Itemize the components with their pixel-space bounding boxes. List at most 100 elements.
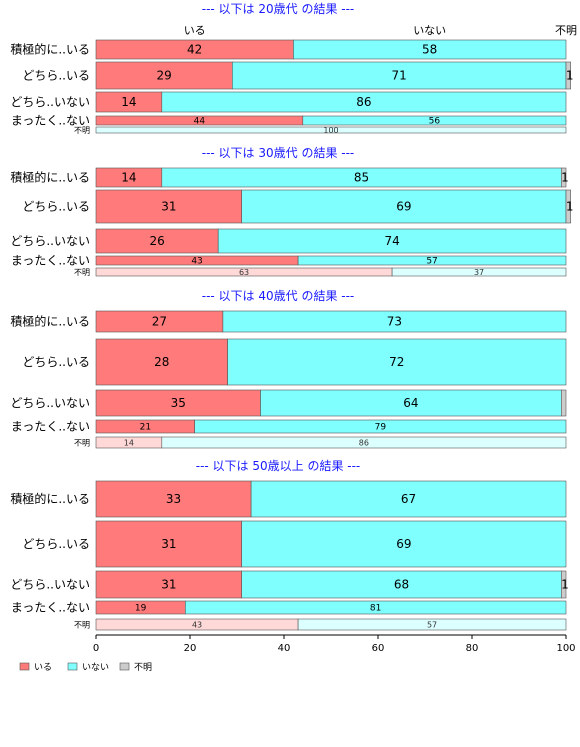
bar-segment — [95, 480, 252, 518]
bar-segment — [241, 570, 562, 599]
row-label: 積極的に..いる — [10, 170, 90, 185]
legend-label: いない — [82, 662, 109, 673]
row-label: 積極的に..いる — [10, 314, 90, 329]
bar-segment — [293, 39, 567, 60]
bar-segment — [222, 310, 567, 333]
data-label: 33 — [166, 492, 181, 506]
data-label: 19 — [135, 604, 147, 614]
data-label: 100 — [323, 126, 338, 135]
bar-segment — [560, 570, 567, 599]
panel-title: --- 以下は 20歳代 の結果 --- — [202, 2, 355, 16]
row-label: 不明 — [74, 621, 90, 630]
row-label: どちら..いる — [22, 355, 90, 369]
bar-segment — [297, 255, 567, 266]
data-label: 1 — [566, 200, 574, 214]
bar-segment — [565, 189, 571, 224]
data-label: 27 — [152, 315, 167, 329]
bar-segment — [161, 91, 567, 113]
row-label: どちら..いる — [22, 537, 90, 551]
data-label: 29 — [157, 69, 172, 83]
data-label: 43 — [191, 257, 202, 267]
data-label: 28 — [154, 355, 169, 369]
bar-segment — [217, 228, 567, 254]
data-label: 35 — [171, 396, 186, 410]
panel: --- 以下は 20歳代 の結果 --- 積極的に..いる 42 58 どちら..いる 2… — [10, 2, 573, 135]
bar-segment — [194, 419, 567, 434]
data-label: 14 — [124, 439, 134, 448]
data-label: 69 — [396, 200, 411, 214]
data-label: 14 — [121, 171, 136, 185]
column-header: いる — [184, 24, 206, 37]
data-label: 1 — [566, 69, 574, 83]
row-label: まったく..ない — [11, 114, 90, 128]
legend-swatch — [119, 662, 130, 671]
row-label: 不明 — [74, 268, 90, 277]
data-label: 73 — [387, 315, 402, 329]
legend-swatch — [19, 662, 30, 671]
legend-swatch — [67, 662, 78, 671]
data-label: 57 — [427, 621, 437, 630]
bar-segment — [95, 389, 261, 417]
bar-segment — [391, 267, 567, 277]
row-label: どちら..いる — [22, 200, 90, 214]
data-label: 74 — [384, 234, 399, 248]
bar-segment — [95, 189, 242, 224]
row-label: 不明 — [74, 439, 90, 448]
row-label: どちら..いない — [10, 234, 90, 248]
bar-segment — [260, 389, 562, 417]
bar-segment — [95, 520, 242, 568]
legend-label: 不明 — [134, 662, 152, 673]
x-tick-label: 100 — [556, 643, 575, 654]
bar-segment — [95, 570, 242, 599]
row-label: 不明 — [74, 126, 90, 135]
column-header: 不明 — [555, 24, 577, 37]
bar-segment — [565, 61, 571, 90]
data-label: 44 — [194, 117, 206, 127]
data-label: 1 — [561, 171, 569, 185]
x-tick-label: 60 — [372, 643, 385, 654]
data-label: 67 — [401, 492, 416, 506]
column-header: いない — [413, 24, 446, 37]
x-tick-label: 20 — [184, 643, 197, 654]
row-label: 積極的に..いる — [10, 491, 90, 506]
data-label: 72 — [389, 355, 404, 369]
data-label: 31 — [161, 537, 176, 551]
row-label: まったく..ない — [11, 420, 90, 434]
x-tick-label: 80 — [466, 643, 479, 654]
bar-segment — [95, 126, 567, 134]
row-label: どちら..いない — [10, 578, 90, 592]
panel: --- 以下は 30歳代 の結果 --- 積極的に..いる 14 85 1 どちら..いる… — [10, 146, 573, 277]
data-label: 31 — [161, 200, 176, 214]
bar-segment — [560, 389, 567, 417]
data-label: 86 — [356, 95, 371, 109]
data-label: 85 — [354, 171, 369, 185]
data-label: 64 — [403, 396, 418, 410]
bar-segment — [227, 338, 567, 386]
data-label: 79 — [375, 423, 387, 433]
row-label: どちら..いない — [10, 396, 90, 410]
data-label: 42 — [187, 43, 202, 57]
bar-segment — [241, 189, 567, 224]
row-label: まったく..ない — [11, 254, 90, 268]
bar-segment — [95, 61, 233, 90]
row-label: どちら..いない — [10, 95, 90, 109]
bar-segment — [250, 480, 567, 518]
bar-segment — [161, 436, 567, 449]
data-label: 14 — [121, 95, 136, 109]
data-label: 37 — [474, 268, 484, 277]
data-label: 56 — [429, 117, 441, 127]
data-label: 69 — [396, 537, 411, 551]
legend-label: いる — [34, 662, 52, 673]
bar-segment — [241, 520, 567, 568]
panel: --- 以下は 50歳以上 の結果 --- 積極的に..いる 33 67 どちら..いる… — [10, 459, 569, 631]
data-label: 1 — [561, 578, 569, 592]
bar-segment — [302, 115, 567, 126]
data-label: 58 — [422, 43, 437, 57]
panel-title: --- 以下は 30歳代 の結果 --- — [202, 146, 355, 160]
bar-segment — [95, 338, 228, 386]
data-label: 43 — [192, 621, 202, 630]
bar-segment — [297, 618, 567, 631]
data-label: 63 — [239, 268, 249, 277]
data-label: 71 — [392, 69, 407, 83]
